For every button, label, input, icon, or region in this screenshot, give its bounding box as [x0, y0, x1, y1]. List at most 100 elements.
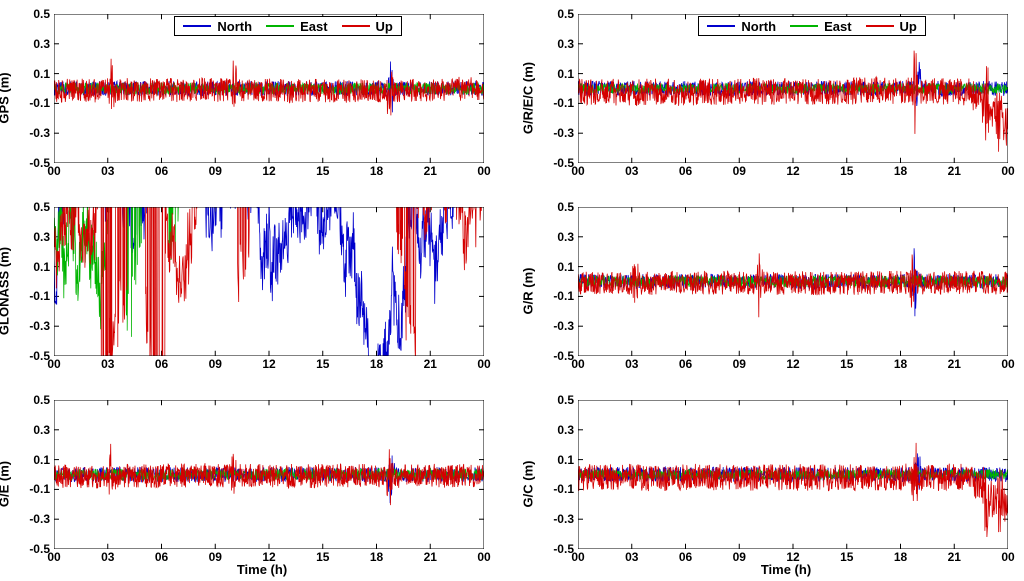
legend-swatch-east [790, 25, 818, 27]
ytick-label: 0.3 [33, 230, 50, 244]
ytick-label: -0.3 [29, 512, 50, 526]
xtick-label: 06 [679, 164, 692, 178]
xtick-label: 09 [209, 357, 222, 371]
legend-label: East [824, 19, 851, 34]
xtick-label: 12 [786, 164, 799, 178]
legend-item-north: North [707, 19, 776, 34]
xtick-label: 00 [477, 164, 490, 178]
panel-gc: G/C (m)Time (h)-0.5-0.3-0.10.10.30.50003… [530, 392, 1014, 575]
ylabel: G/R (m) [521, 267, 536, 314]
xtick-label: 03 [101, 164, 114, 178]
plot-area: -0.5-0.3-0.10.10.30.5000306091215182100 [54, 207, 484, 356]
plot-area: -0.5-0.3-0.10.10.30.5000306091215182100N… [54, 14, 484, 163]
xtick-label: 00 [477, 357, 490, 371]
xtick-label: 03 [101, 357, 114, 371]
xtick-label: 21 [424, 550, 437, 564]
xtick-label: 15 [316, 357, 329, 371]
xtick-label: 06 [155, 357, 168, 371]
xtick-label: 03 [625, 550, 638, 564]
xtick-label: 18 [894, 357, 907, 371]
ylabel: G/E (m) [0, 460, 12, 506]
plot-area: -0.5-0.3-0.10.10.30.5000306091215182100 [578, 400, 1008, 549]
ytick-label: 0.5 [33, 200, 50, 214]
xtick-label: 18 [894, 164, 907, 178]
xtick-label: 06 [155, 550, 168, 564]
xtick-label: 18 [370, 357, 383, 371]
ytick-label: 0.5 [557, 393, 574, 407]
ytick-label: -0.3 [553, 319, 574, 333]
xtick-label: 21 [948, 164, 961, 178]
ytick-label: 0.3 [557, 37, 574, 51]
xtick-label: 00 [571, 164, 584, 178]
ytick-label: -0.5 [29, 542, 50, 556]
legend-item-up: Up [866, 19, 917, 34]
ytick-label: 0.1 [33, 453, 50, 467]
xtick-label: 09 [209, 164, 222, 178]
legend-label: Up [376, 19, 393, 34]
ytick-label: 0.3 [557, 230, 574, 244]
xtick-label: 12 [786, 357, 799, 371]
legend-swatch-up [342, 25, 370, 27]
xtick-label: 09 [209, 550, 222, 564]
xtick-label: 03 [625, 164, 638, 178]
xtick-label: 09 [733, 357, 746, 371]
ytick-label: -0.5 [553, 349, 574, 363]
ytick-label: -0.5 [553, 156, 574, 170]
xtick-label: 12 [262, 357, 275, 371]
series-up [578, 51, 1008, 152]
xtick-label: 18 [370, 164, 383, 178]
ytick-label: -0.3 [553, 126, 574, 140]
ytick-label: 0.1 [33, 260, 50, 274]
panel-ge: G/E (m)Time (h)-0.5-0.3-0.10.10.30.50003… [6, 392, 490, 575]
ytick-label: -0.5 [553, 542, 574, 556]
legend: North East Up [174, 16, 401, 36]
xtick-label: 00 [477, 550, 490, 564]
xtick-label: 00 [571, 550, 584, 564]
panel-gps: GPS (m)-0.5-0.3-0.10.10.30.5000306091215… [6, 6, 490, 189]
xtick-label: 00 [1001, 357, 1014, 371]
xtick-label: 09 [733, 550, 746, 564]
xtick-label: 06 [155, 164, 168, 178]
xtick-label: 00 [47, 357, 60, 371]
ytick-label: -0.5 [29, 156, 50, 170]
ytick-label: -0.3 [29, 319, 50, 333]
ytick-label: -0.1 [29, 482, 50, 496]
legend-item-north: North [183, 19, 252, 34]
plot-area: -0.5-0.3-0.10.10.30.5000306091215182100N… [578, 14, 1008, 163]
ytick-label: 0.5 [557, 7, 574, 21]
ytick-label: 0.5 [33, 7, 50, 21]
ytick-label: -0.1 [29, 289, 50, 303]
xtick-label: 00 [571, 357, 584, 371]
plot-area: -0.5-0.3-0.10.10.30.5000306091215182100 [54, 400, 484, 549]
xtick-label: 21 [948, 357, 961, 371]
ylabel: G/C (m) [521, 460, 536, 507]
panel-grec: G/R/E/C (m)-0.5-0.3-0.10.10.30.500030609… [530, 6, 1014, 189]
legend-swatch-north [183, 25, 211, 27]
panel-glonass: GLONASS (m)-0.5-0.3-0.10.10.30.500030609… [6, 199, 490, 382]
legend-item-east: East [266, 19, 327, 34]
legend-swatch-north [707, 25, 735, 27]
ylabel: GLONASS (m) [0, 246, 12, 334]
ytick-label: -0.1 [553, 96, 574, 110]
xtick-label: 03 [101, 550, 114, 564]
panel-gr: G/R (m)-0.5-0.3-0.10.10.30.5000306091215… [530, 199, 1014, 382]
ytick-label: -0.3 [553, 512, 574, 526]
ytick-label: -0.5 [29, 349, 50, 363]
xlabel: Time (h) [237, 562, 287, 577]
xtick-label: 00 [1001, 164, 1014, 178]
ytick-label: 0.1 [557, 260, 574, 274]
xtick-label: 21 [424, 164, 437, 178]
legend-item-up: Up [342, 19, 393, 34]
xtick-label: 06 [679, 357, 692, 371]
xtick-label: 15 [316, 550, 329, 564]
legend-label: Up [900, 19, 917, 34]
legend-item-east: East [790, 19, 851, 34]
ytick-label: 0.1 [557, 453, 574, 467]
ytick-label: 0.1 [557, 67, 574, 81]
xtick-label: 21 [424, 357, 437, 371]
ytick-label: 0.3 [557, 423, 574, 437]
xtick-label: 06 [679, 550, 692, 564]
ytick-label: 0.5 [557, 200, 574, 214]
plot-area: -0.5-0.3-0.10.10.30.5000306091215182100 [578, 207, 1008, 356]
xtick-label: 00 [1001, 550, 1014, 564]
